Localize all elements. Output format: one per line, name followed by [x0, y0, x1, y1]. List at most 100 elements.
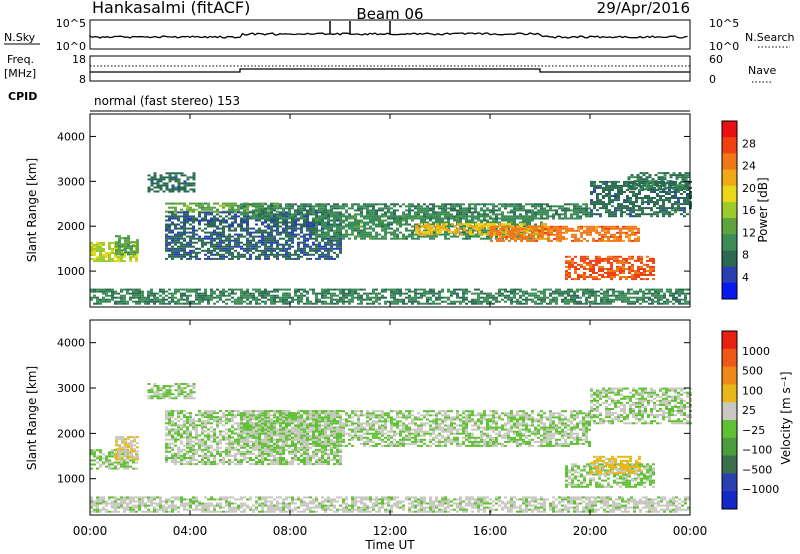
heatmap-cell	[186, 184, 190, 187]
heatmap-cell	[414, 233, 417, 236]
heatmap-cell	[523, 229, 526, 232]
heatmap-cell	[411, 203, 414, 206]
heatmap-cell	[174, 223, 177, 226]
heatmap-cell	[369, 237, 372, 240]
heatmap-cell	[150, 188, 154, 191]
heatmap-cell	[369, 231, 372, 234]
heatmap-cell	[396, 237, 399, 240]
heatmap-cell	[459, 296, 462, 299]
heatmap-cell	[285, 239, 288, 242]
heatmap-cell	[276, 253, 279, 256]
heatmap-cell	[138, 300, 141, 303]
heatmap-cell	[645, 186, 649, 189]
heatmap-cell	[607, 268, 610, 270]
heatmap-cell	[528, 211, 531, 214]
heatmap-cell	[456, 205, 459, 208]
heatmap-cell	[118, 245, 121, 248]
heatmap-cell	[417, 211, 420, 214]
heatmap-cell	[369, 211, 372, 214]
heatmap-cell	[363, 205, 366, 208]
heatmap-cell	[102, 243, 105, 246]
heatmap-cell	[339, 247, 342, 250]
heatmap-cell	[351, 290, 354, 293]
heatmap-cell	[222, 257, 225, 260]
heatmap-cell	[138, 288, 141, 291]
heatmap-cell	[339, 213, 342, 216]
heatmap-cell	[249, 235, 252, 238]
heatmap-cell	[234, 221, 237, 224]
heatmap-cell	[596, 186, 599, 189]
heatmap-cell	[279, 203, 282, 206]
heatmap-cell	[174, 247, 177, 250]
heatmap-cell	[387, 217, 390, 220]
heatmap-cell	[327, 219, 330, 222]
heatmap-cell	[589, 259, 592, 262]
heatmap-cell	[586, 255, 589, 258]
heatmap-cell	[303, 239, 306, 242]
heatmap-cell	[510, 298, 513, 301]
heatmap-cell	[637, 255, 640, 258]
heatmap-cell	[481, 223, 484, 226]
heatmap-cell	[508, 225, 511, 228]
heatmap-cell	[264, 251, 267, 254]
heatmap-cell	[282, 215, 285, 218]
heatmap-cell	[288, 300, 291, 303]
heatmap-cell	[150, 292, 153, 295]
heatmap-cell	[294, 221, 297, 224]
heatmap-cell	[610, 274, 613, 276]
heatmap-cell	[192, 188, 196, 191]
heatmap-cell	[474, 217, 477, 220]
heatmap-cell	[291, 203, 294, 206]
heatmap-cell	[273, 290, 276, 293]
heatmap-cell	[559, 231, 562, 234]
heatmap-cell	[418, 227, 421, 230]
heatmap-cell	[619, 259, 622, 262]
heatmap-cell	[399, 298, 402, 301]
heatmap-cell	[288, 257, 291, 260]
heatmap-cell	[354, 227, 357, 230]
heatmap-cell	[511, 227, 514, 230]
heatmap-cell	[108, 241, 111, 244]
heatmap-cell	[629, 199, 632, 202]
heatmap-cell	[216, 241, 219, 244]
heatmap-cell	[375, 225, 378, 228]
heatmap-cell	[324, 231, 327, 234]
heatmap-cell	[186, 213, 189, 216]
heatmap-cell	[378, 223, 381, 226]
heatmap-cell	[381, 203, 384, 206]
heatmap-cell	[369, 209, 372, 212]
heatmap-cell	[270, 245, 273, 248]
heatmap-cell	[650, 197, 653, 199]
heatmap-cell	[165, 290, 168, 293]
heatmap-cell	[390, 233, 393, 236]
heatmap-cell	[636, 300, 639, 303]
heatmap-cell	[363, 231, 366, 234]
heatmap-cell	[633, 290, 636, 293]
heatmap-cell	[540, 221, 543, 224]
heatmap-cell	[595, 229, 598, 232]
heatmap-cell	[333, 219, 336, 222]
heatmap-cell	[171, 172, 175, 175]
heatmap-cell	[610, 278, 613, 281]
heatmap-cell	[405, 219, 408, 222]
heatmap-cell	[222, 245, 225, 248]
heatmap-cell	[552, 215, 555, 218]
heatmap-cell	[600, 302, 603, 305]
heatmap-cell	[282, 237, 285, 240]
heatmap-cell	[623, 191, 626, 193]
heatmap-cell	[522, 298, 525, 301]
heatmap-cell	[372, 219, 375, 222]
heatmap-cell	[543, 217, 546, 220]
heatmap-cell	[465, 292, 468, 295]
heatmap-cell	[472, 227, 475, 230]
heatmap-cell	[657, 178, 661, 181]
heatmap-cell	[351, 288, 354, 291]
heatmap-cell	[513, 211, 516, 214]
heatmap-cell	[429, 209, 432, 212]
heatmap-cell	[469, 223, 472, 226]
heatmap-cell	[622, 231, 625, 234]
heatmap-cell	[514, 233, 517, 236]
heatmap-cell	[360, 294, 363, 297]
heatmap-cell	[300, 249, 303, 252]
heatmap-cell	[93, 294, 96, 297]
